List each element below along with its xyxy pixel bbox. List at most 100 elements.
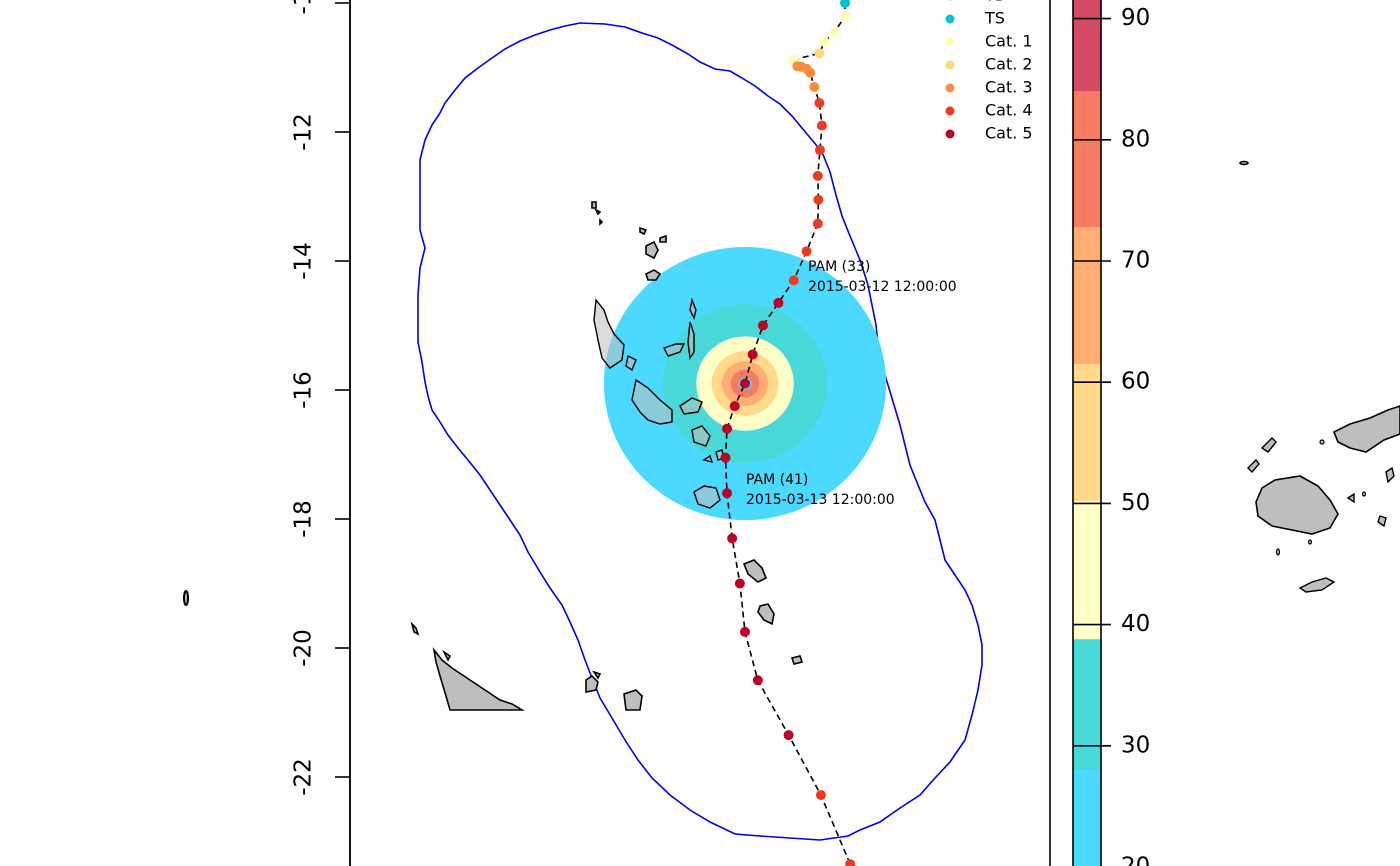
track-point-18 [788,275,799,286]
wind-speed-colorbar: 20 30 40 50 60 70 80 90 [1072,0,1150,866]
island-maewo [689,297,697,321]
legend-label-1: TS [984,9,1005,28]
colorbar-band-1 [1073,639,1101,771]
legend-marker-2 [945,37,955,47]
track-point-30 [752,675,763,686]
island-banks [639,226,648,236]
legend-label-2: Cat. 1 [985,32,1033,51]
land-layer [410,201,804,711]
island-ambrym [679,397,703,415]
track-point-17 [801,246,812,257]
track-point-19 [773,297,784,308]
track-point-21 [747,349,758,360]
category-legend: TD TS Cat. 1 Cat. 2 Cat. 3 Cat. 4 Cat. 5 [945,0,1033,143]
track-point-10 [809,81,820,92]
track-point-1 [840,10,851,21]
colorbar-tick-label-7: 90 [1121,5,1150,31]
islet [183,590,189,606]
colorbar-band-3 [1073,364,1101,501]
colorbar-band-0 [1073,770,1101,866]
y-tick-label-0: -22 [291,758,317,796]
track-point-12 [816,120,827,131]
track-point-32 [815,790,826,801]
colorbar-tick-label-2: 40 [1121,611,1150,637]
islet [1307,539,1313,545]
legend-marker-1 [945,14,955,24]
annotation-1-storm: PAM (33) [808,259,870,275]
track-point-20 [757,320,768,331]
track-point-2 [829,27,840,38]
fiji-kadavu [1298,577,1336,593]
plot-area [410,0,983,866]
annotation-1: PAM (33) 2015-03-12 12:00:00 [808,259,957,295]
islet [1275,548,1281,556]
track-point-28 [734,578,745,589]
legend-label-4: Cat. 3 [985,78,1033,97]
island-belep [410,621,420,636]
track-point-25 [720,452,731,463]
legend-marker-6 [945,129,955,139]
colorbar-tick-label-1: 30 [1121,732,1150,758]
annotation-2: PAM (41) 2015-03-13 12:00:00 [746,472,895,508]
legend-label-5: Cat. 4 [985,101,1033,120]
storm-track-line [724,3,851,865]
legend-marker-4 [945,83,955,93]
track-point-0 [840,0,851,8]
y-tick-label-5: -12 [291,113,317,151]
colorbar-tick-label-0: 20 [1121,854,1150,866]
islet [1239,160,1249,166]
island-new-caledonia [432,647,525,711]
colorbar-band-5 [1073,91,1101,228]
track-point-15 [813,194,824,205]
track-point-13 [814,145,825,156]
island-pentecost [687,321,695,360]
annotation-2-time: 2015-03-13 12:00:00 [746,492,895,508]
y-tick-label-3: -16 [291,371,317,409]
legend-label-3: Cat. 2 [985,55,1033,74]
island-epi [691,425,711,447]
island-gaua [645,269,662,281]
island-espiritu-santo [593,298,625,369]
track-point-33 [845,859,856,866]
fiji-islet [1377,515,1387,528]
island-lifou [585,674,599,693]
island-efate [693,485,721,509]
track-point-3 [819,36,830,47]
fiji-taveuni [1385,466,1395,484]
colorbar-band-6 [1073,0,1101,92]
track-point-11 [814,97,825,108]
y-tick-label-4: -14 [291,242,317,280]
island-islet [599,218,604,226]
island-tanna [757,603,775,626]
island-torres [591,201,597,209]
track-point-26 [722,488,733,499]
island-mare [623,689,643,711]
colorbar-band-4 [1073,227,1101,365]
track-point-31 [783,730,794,741]
fiji-islet [1260,437,1277,453]
island-vanua-lava [645,240,659,260]
annotation-2-storm: PAM (41) [746,472,808,488]
islet [1361,491,1367,497]
island-islet [592,670,602,680]
annotation-1-time: 2015-03-12 12:00:00 [808,279,957,295]
track-point-24 [722,423,733,434]
island-islet [659,234,667,243]
island-aneityum [790,655,804,665]
legend-marker-3 [945,60,955,70]
islet [1319,439,1325,445]
legend-label-6: Cat. 5 [985,124,1033,143]
outer-land-layer [183,160,1400,606]
y-axis: -22 -20 -18 -16 -14 -12 -1 [291,0,351,866]
track-point-9 [805,67,816,78]
island-islet [594,208,602,216]
track-point-29 [740,626,750,637]
y-tick-label-1: -20 [291,629,317,667]
colorbar-tick-label-6: 80 [1121,126,1150,152]
y-tick-label-6: -1 [291,0,317,14]
fiji-vanua-levu [1332,405,1400,453]
y-tick-label-2: -18 [291,500,317,538]
island-malekula [631,378,673,425]
